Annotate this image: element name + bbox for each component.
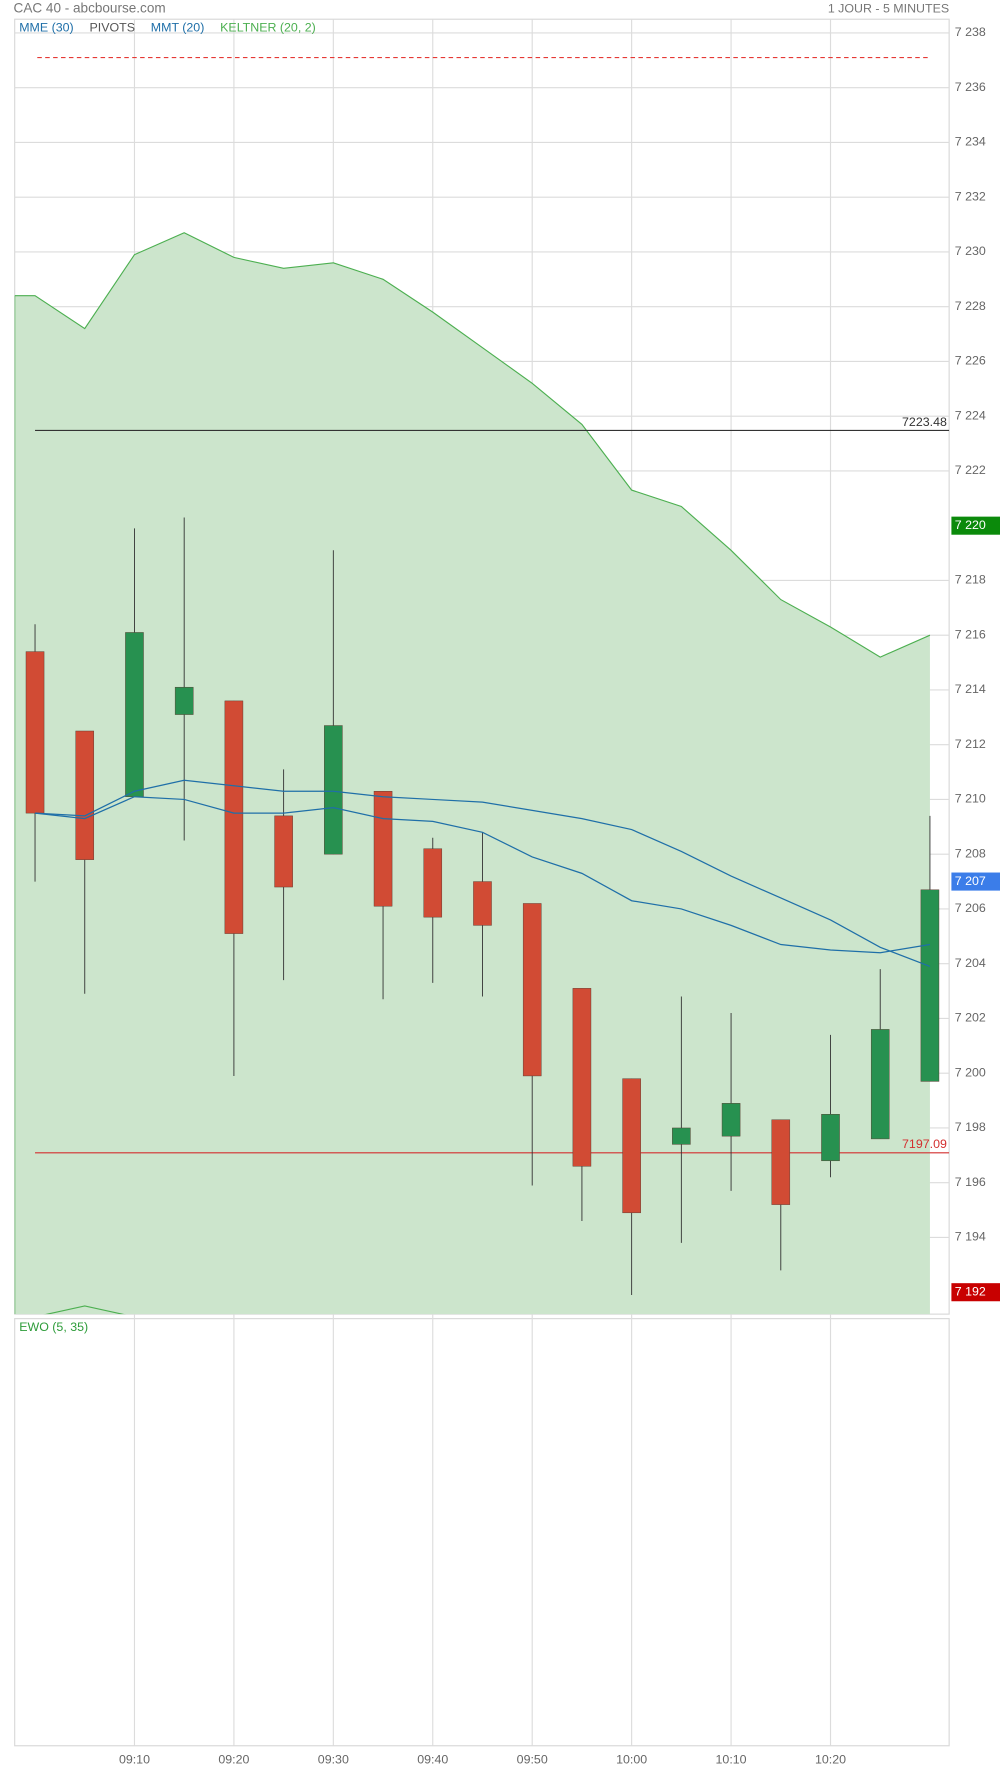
candle-body — [174, 686, 194, 715]
y-tick-label: 7 204 — [955, 956, 986, 970]
keltner-upper — [14, 232, 931, 658]
x-tick-label: 09:50 — [517, 1753, 548, 1767]
x-tick-label: 10:10 — [716, 1753, 747, 1767]
legend-item: PIVOTS — [89, 21, 134, 35]
x-tick-label: 10:20 — [815, 1753, 846, 1767]
y-tick-label: 7 238 — [955, 25, 986, 39]
y-tick-label: 7 206 — [955, 901, 986, 915]
y-tick-label: 7 214 — [955, 682, 986, 696]
price-marker — [951, 516, 1000, 535]
legend-item: MMT (20) — [151, 21, 205, 35]
candle-body — [672, 1127, 691, 1145]
y-tick-label: 7 198 — [955, 1120, 986, 1134]
price-marker — [951, 872, 1000, 891]
y-tick-label: 7 224 — [955, 408, 986, 422]
candle-body — [75, 730, 95, 860]
keltner-lower — [44, 1305, 125, 1315]
label-layer: 7 238 7 236 7 234 7 232 7 230 7 228 7 226 7 224… — [19, 21, 1000, 1767]
y-tick-label: 7 208 — [955, 846, 986, 860]
x-tick-label: 09:30 — [318, 1753, 349, 1767]
price-marker-label: 7 207 — [955, 874, 986, 888]
moving-average — [34, 779, 931, 968]
x-tick-label: 10:00 — [616, 1753, 647, 1767]
y-tick-label: 7 196 — [955, 1175, 986, 1189]
candle-body — [572, 988, 592, 1167]
y-tick-label: 7 212 — [955, 737, 986, 751]
ewo-title: EWO (5, 35) — [19, 1320, 88, 1334]
plot-layer — [14, 56, 950, 1315]
y-tick-label: 7 200 — [955, 1065, 986, 1079]
candle-body — [721, 1103, 741, 1137]
price-marker-label: 7 220 — [955, 518, 986, 532]
candle-body — [25, 651, 45, 814]
chart-title: CAC 40 - abcbourse.com — [14, 1, 166, 16]
y-tick-label: 7 194 — [955, 1230, 986, 1244]
y-tick-label: 7 218 — [955, 573, 986, 587]
candle-body — [125, 632, 144, 797]
candle-body — [771, 1119, 791, 1205]
price-marker — [951, 1283, 1000, 1302]
chart-subtitle: 1 JOUR - 5 MINUTES — [828, 1, 949, 15]
y-tick-label: 7 230 — [955, 244, 986, 258]
price-line-label: 7197.09 — [902, 1137, 947, 1151]
legend-item: KELTNER (20, 2) — [220, 21, 316, 35]
ewo-panel — [14, 1318, 950, 1747]
candle-body — [274, 815, 293, 888]
candle-body — [324, 725, 343, 855]
price-line-label: 7223.48 — [902, 415, 947, 429]
legend-item: MME (30) — [19, 21, 73, 35]
x-tick-label: 09:40 — [417, 1753, 448, 1767]
candle-body — [522, 903, 542, 1077]
keltner-fill — [14, 232, 930, 1315]
y-tick-label: 7 234 — [955, 135, 986, 149]
x-tick-label: 09:10 — [119, 1753, 150, 1767]
candle-body — [920, 889, 940, 1082]
candle-body — [423, 848, 443, 918]
y-tick-label: 7 236 — [955, 80, 986, 94]
y-tick-label: 7 228 — [955, 299, 986, 313]
candle-body — [870, 1029, 890, 1140]
y-tick-label: 7 202 — [955, 1011, 986, 1025]
y-tick-label: 7 210 — [955, 792, 986, 806]
y-tick-label: 7 216 — [955, 627, 986, 641]
y-tick-label: 7 232 — [955, 189, 986, 203]
price-marker-label: 7 192 — [955, 1284, 986, 1298]
candle-body — [622, 1078, 641, 1214]
y-tick-label: 7 222 — [955, 463, 986, 477]
candle-body — [224, 700, 244, 934]
candle-body — [373, 790, 393, 907]
candle-body — [473, 881, 492, 926]
moving-average — [34, 796, 931, 954]
y-tick-label: 7 226 — [955, 354, 986, 368]
x-tick-label: 09:20 — [218, 1753, 249, 1767]
candle-body — [821, 1114, 840, 1162]
